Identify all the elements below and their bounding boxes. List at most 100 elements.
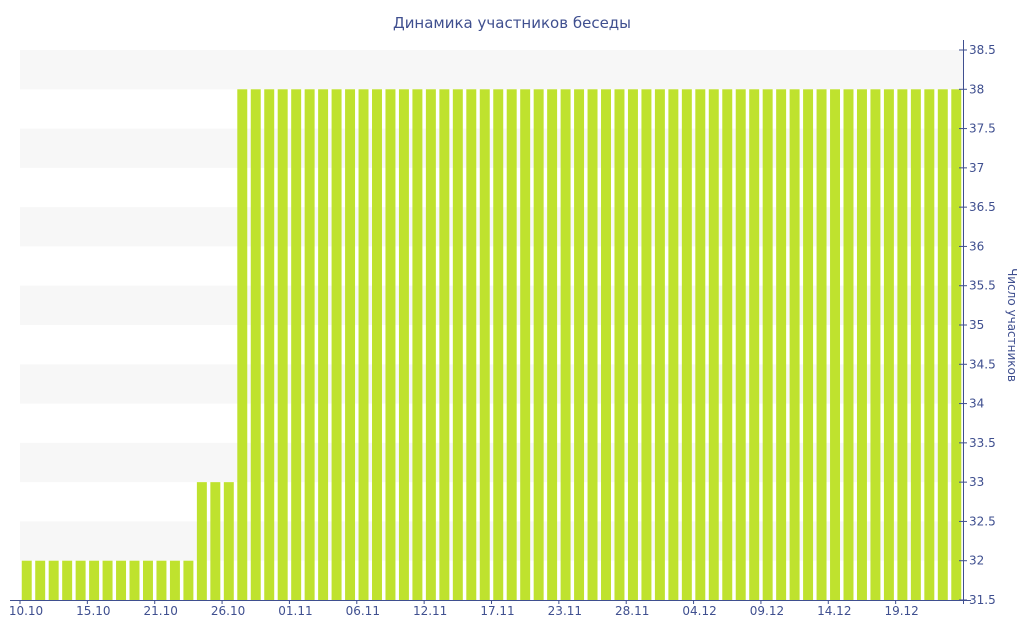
y-tick-label: 32.5 <box>969 514 996 528</box>
bar <box>237 89 248 600</box>
x-tick-label: 23.11 <box>548 604 582 618</box>
bar <box>924 89 935 600</box>
x-tick-label: 26.10 <box>211 604 245 618</box>
bar <box>102 560 113 600</box>
bar <box>803 89 814 600</box>
y-tick-label: 38.5 <box>969 43 996 57</box>
x-tick-label: 21.10 <box>144 604 178 618</box>
bar <box>223 482 234 600</box>
bar <box>196 482 207 600</box>
bar <box>318 89 329 600</box>
bar <box>654 89 665 600</box>
bar <box>277 89 288 600</box>
y-tick-label: 32 <box>969 554 984 568</box>
y-tick-label: 36 <box>969 239 984 253</box>
bar <box>75 560 86 600</box>
bar <box>870 89 881 600</box>
bar <box>897 89 908 600</box>
bar <box>129 560 140 600</box>
bar <box>506 89 517 600</box>
bar <box>169 560 180 600</box>
bar <box>116 560 127 600</box>
bar <box>749 89 760 600</box>
chart-title: Динамика участников беседы <box>393 14 631 32</box>
bar <box>695 89 706 600</box>
bar <box>62 560 73 600</box>
x-tick-label: 09.12 <box>750 604 784 618</box>
x-tick-label: 06.11 <box>346 604 380 618</box>
y-tick-labels: 31.5 32 32.5 33 33.5 34 34.5 35 35.5 36 36.5 37 37.5… <box>959 43 996 607</box>
bar <box>762 89 773 600</box>
bar <box>291 89 302 600</box>
x-tick-label: 19.12 <box>884 604 918 618</box>
bar <box>89 560 100 600</box>
bar <box>547 89 558 600</box>
bar <box>830 89 841 600</box>
bar <box>385 89 396 600</box>
bar <box>331 89 342 600</box>
y-tick-label: 37 <box>969 161 984 175</box>
bar <box>183 560 194 600</box>
bar <box>425 89 436 600</box>
axes <box>10 40 971 604</box>
x-tick-label: 15.10 <box>76 604 110 618</box>
bar <box>601 89 611 600</box>
bar <box>951 89 962 600</box>
bar <box>722 89 733 600</box>
bar <box>641 89 652 600</box>
y-tick-label: 36.5 <box>969 200 996 214</box>
x-tick-label: 04.12 <box>682 604 716 618</box>
bar <box>142 560 153 600</box>
bar <box>533 89 544 600</box>
bar <box>493 89 504 600</box>
y-tick-label: 37.5 <box>969 122 996 136</box>
bar <box>372 89 382 600</box>
bar <box>304 89 315 600</box>
bar <box>466 89 477 600</box>
x-tick-label: 01.11 <box>278 604 312 618</box>
y-tick-label: 34 <box>969 397 984 411</box>
bar <box>250 89 261 600</box>
bar <box>479 89 490 600</box>
bar <box>574 89 585 600</box>
bar <box>520 89 531 600</box>
grid-band <box>20 50 963 90</box>
bar <box>627 89 638 600</box>
bar <box>937 89 948 600</box>
bar <box>452 89 463 600</box>
bar <box>614 89 625 600</box>
bar <box>398 89 409 600</box>
y-tick-label: 35.5 <box>969 279 996 293</box>
bar <box>883 89 894 600</box>
bar <box>412 89 423 600</box>
bar <box>735 89 746 600</box>
x-tick-label: 14.12 <box>817 604 851 618</box>
bar <box>560 89 571 600</box>
x-tick-label: 10.10 <box>9 604 43 618</box>
x-tick-labels: 10.10 15.10 21.10 26.10 01.11 06.11 12.11 17.11… <box>9 600 919 618</box>
y-tick-label: 35 <box>969 318 984 332</box>
bar <box>358 89 369 600</box>
bar <box>21 560 32 600</box>
x-tick-label: 28.11 <box>615 604 649 618</box>
y-tick-label: 31.5 <box>969 593 996 607</box>
bar <box>35 560 46 600</box>
bar <box>439 89 450 600</box>
bar <box>587 89 598 600</box>
bar <box>789 89 800 600</box>
bars-group <box>21 89 962 600</box>
bar <box>156 560 167 600</box>
y-tick-label: 33 <box>969 475 984 489</box>
bar <box>816 89 827 600</box>
bar <box>210 482 221 600</box>
bar <box>776 89 787 600</box>
bar <box>910 89 921 600</box>
y-tick-label: 33.5 <box>969 436 996 450</box>
bar <box>856 89 867 600</box>
bar <box>345 89 356 600</box>
bar <box>48 560 59 600</box>
bar <box>668 89 679 600</box>
bar <box>264 89 275 600</box>
bar <box>843 89 854 600</box>
